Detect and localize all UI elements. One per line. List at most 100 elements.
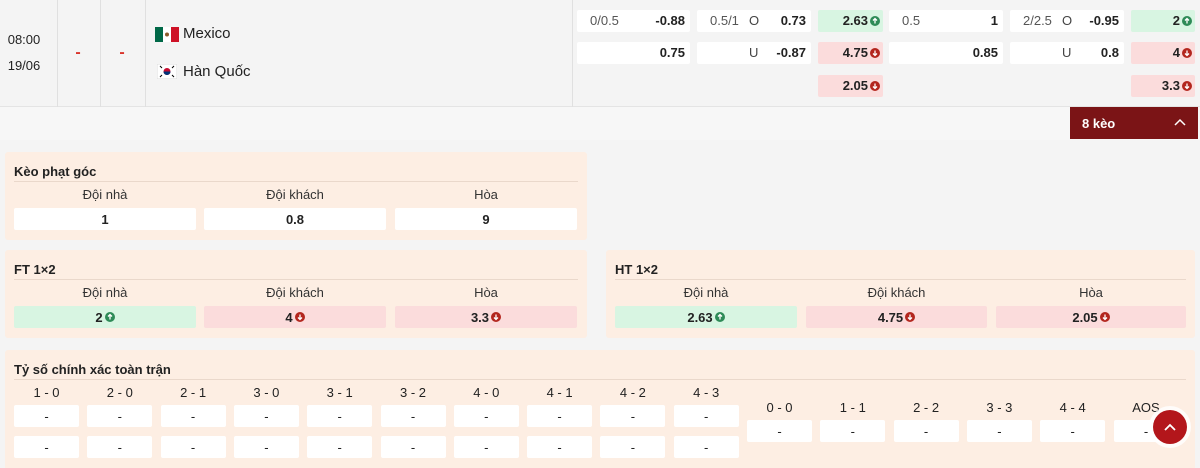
price: 2	[95, 309, 103, 325]
over-under-side: O	[749, 13, 760, 28]
price: 2.63	[687, 309, 713, 325]
price: 4	[285, 309, 293, 325]
odds-cell[interactable]: 2	[1131, 10, 1195, 32]
over-under-side: O	[1062, 13, 1073, 28]
price: -0.87	[776, 45, 806, 60]
price-wrap: 2	[1173, 13, 1192, 28]
score-odds-cell[interactable]: -	[87, 405, 153, 427]
odds-cell[interactable]: 3.3	[1131, 75, 1195, 97]
section-divider	[14, 379, 1186, 380]
column-header: Đội nhà	[82, 187, 128, 202]
odds-cell[interactable]: 0.5 1	[889, 10, 1003, 32]
price: -0.95	[1089, 13, 1119, 28]
odds-cell[interactable]: 4.75	[806, 306, 987, 328]
section-title: HT 1×2	[615, 262, 658, 277]
price: 9	[482, 211, 490, 227]
score-odds-cell[interactable]: -	[307, 436, 373, 458]
score-odds-cell[interactable]: -	[747, 420, 812, 442]
section-divider	[615, 279, 1186, 280]
score-odds-cell[interactable]: -	[160, 436, 226, 458]
score-label: 3 - 3	[986, 400, 1013, 415]
trend-down	[905, 312, 916, 322]
price: 1	[101, 211, 109, 227]
score-odds-cell[interactable]: -	[453, 436, 519, 458]
price-wrap: 4	[1173, 45, 1192, 60]
column-header: Đội nhà	[683, 285, 729, 300]
score-label: 2 - 2	[913, 400, 940, 415]
score-odds-cell[interactable]: -	[87, 436, 153, 458]
chevron-up	[1164, 423, 1176, 431]
odds-cell[interactable]: 4	[1131, 42, 1195, 64]
odds-cell[interactable]: 0/0.5 -0.88	[577, 10, 690, 32]
toggle-bar	[0, 107, 1200, 140]
trend-down	[1099, 312, 1110, 322]
score-label: 4 - 2	[619, 385, 646, 400]
trend-down	[1182, 80, 1192, 91]
odds-cell[interactable]: U -0.87	[697, 42, 811, 64]
scroll-top-button[interactable]	[1153, 410, 1187, 444]
odds-cell[interactable]: U 0.8	[1010, 42, 1124, 64]
odds-cell[interactable]: 1	[14, 208, 196, 230]
price: 4	[1172, 45, 1180, 60]
score-odds-cell[interactable]: -	[673, 405, 739, 427]
score-odds-cell[interactable]: -	[380, 405, 446, 427]
chevron-up	[1174, 118, 1186, 126]
handicap-line: 0/0.5	[590, 13, 619, 28]
score-odds-cell[interactable]: -	[307, 405, 373, 427]
column-header: Hòa	[474, 285, 498, 300]
divider	[100, 0, 101, 107]
odds-cell[interactable]: 0.85	[889, 42, 1003, 64]
more-odds-button[interactable]: 8 kèo	[1070, 107, 1198, 139]
score-label: 1 - 1	[839, 400, 866, 415]
home-team[interactable]: Mexico	[183, 25, 231, 42]
column-header: Hòa	[474, 187, 498, 202]
price: 0.85	[972, 45, 998, 60]
score-label: 2 - 1	[180, 385, 207, 400]
odds-section: HT 1×2 Đội nhà 2.63 Đội khách 4.75 Hòa 2.05	[606, 250, 1195, 338]
trend-down	[1182, 47, 1192, 58]
odds-cell[interactable]: 9	[395, 208, 577, 230]
score-odds-cell[interactable]: -	[453, 405, 519, 427]
odds-cell[interactable]: 2.63	[818, 10, 883, 32]
score-odds-cell[interactable]: -	[14, 405, 79, 427]
score-odds-cell[interactable]: -	[820, 420, 886, 442]
odds-cell[interactable]: 3.3	[395, 306, 577, 328]
score-label: AOS	[1132, 400, 1160, 415]
over-under-side: U	[749, 45, 759, 60]
price: 3.3	[470, 309, 490, 325]
odds-cell[interactable]: 0.5/1 O 0.73	[697, 10, 811, 32]
score-odds-cell[interactable]: -	[527, 436, 593, 458]
odds-cell[interactable]: 2.05	[818, 75, 883, 97]
score-odds-cell[interactable]: -	[527, 405, 593, 427]
price: 2.63	[842, 13, 868, 28]
divider	[57, 0, 58, 107]
odds-cell[interactable]: 2	[14, 306, 196, 328]
odds-cell[interactable]: 0.75	[577, 42, 690, 64]
score-odds-cell[interactable]: -	[233, 436, 299, 458]
score-odds-cell[interactable]: -	[893, 420, 959, 442]
price: 2.05	[842, 78, 868, 93]
price: 4.75	[877, 309, 904, 325]
odds-cell[interactable]: 2.63	[615, 306, 797, 328]
score-odds-cell[interactable]: -	[966, 420, 1032, 442]
odds-cell[interactable]: 2.05	[996, 306, 1186, 328]
odds-cell[interactable]: 2/2.5 O -0.95	[1010, 10, 1124, 32]
score-odds-cell[interactable]: -	[600, 436, 666, 458]
score-odds-cell[interactable]: -	[233, 405, 299, 427]
score-odds-cell[interactable]: -	[160, 405, 226, 427]
odds-cell[interactable]: 4	[204, 306, 386, 328]
score-odds-cell[interactable]: -	[673, 436, 739, 458]
score-label: 4 - 3	[693, 385, 720, 400]
odds-cell[interactable]: 4.75	[818, 42, 883, 64]
odds-section: Kèo phạt góc Đội nhà 1 Đội khách 0.8 Hòa 9	[5, 152, 587, 240]
price: 0.8	[1100, 45, 1119, 60]
odds-cell[interactable]: 0.8	[204, 208, 386, 230]
score-label: 3 - 0	[253, 385, 280, 400]
section-divider	[14, 279, 578, 280]
away-team[interactable]: Hàn Quốc	[183, 63, 251, 80]
trend-down	[491, 312, 502, 322]
score-odds-cell[interactable]: -	[14, 436, 79, 458]
score-odds-cell[interactable]: -	[600, 405, 666, 427]
score-odds-cell[interactable]: -	[1040, 420, 1106, 442]
score-odds-cell[interactable]: -	[380, 436, 446, 458]
